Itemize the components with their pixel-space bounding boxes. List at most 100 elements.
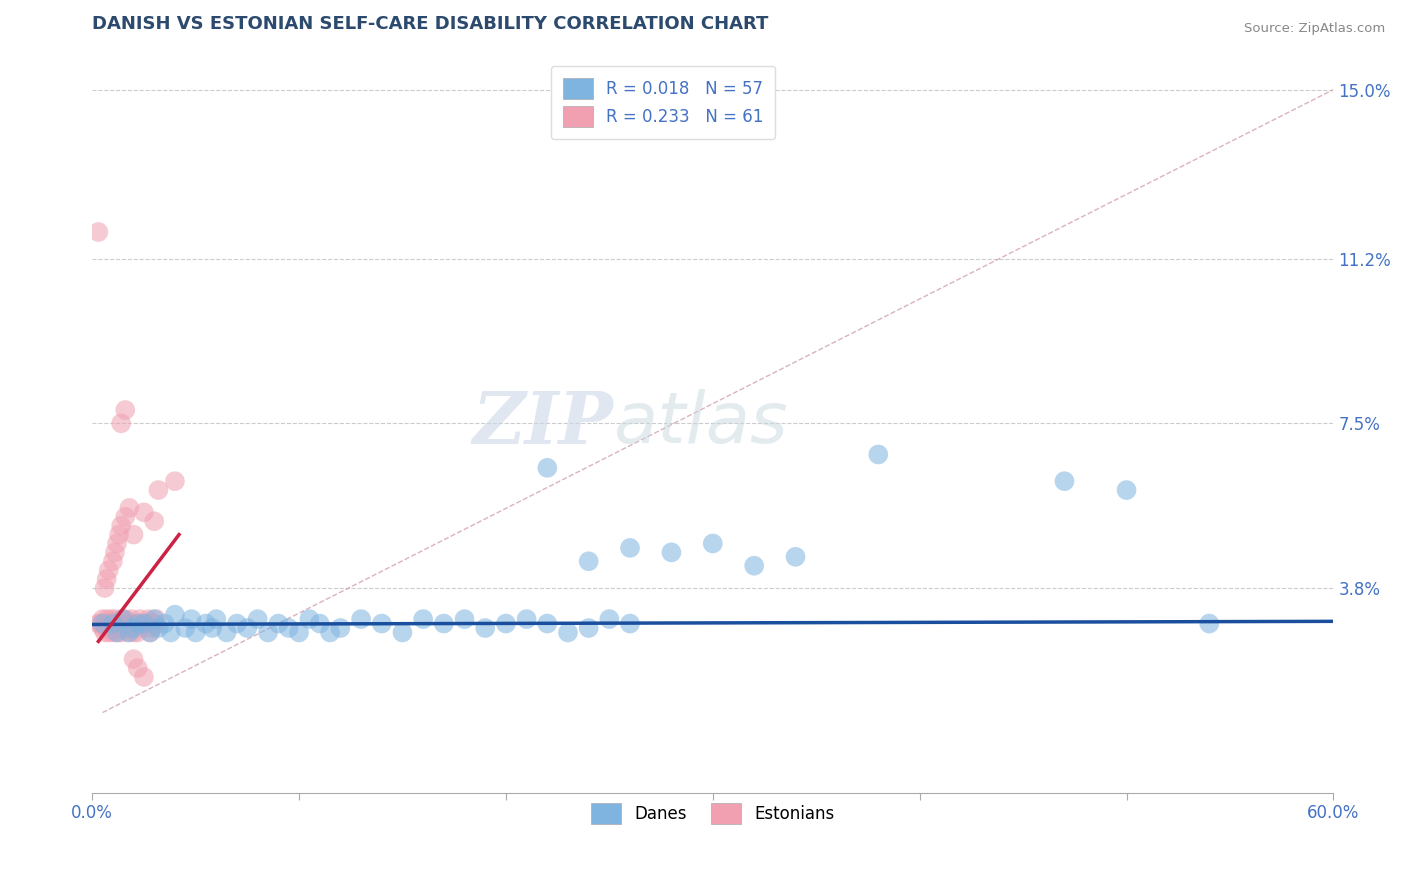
Point — [110, 417, 132, 431]
Point — [598, 612, 620, 626]
Point — [184, 625, 207, 640]
Point — [536, 616, 558, 631]
Point — [96, 612, 118, 626]
Point — [298, 612, 321, 626]
Point — [128, 612, 150, 626]
Point — [118, 500, 141, 515]
Point — [93, 625, 115, 640]
Point — [557, 625, 579, 640]
Point — [288, 625, 311, 640]
Point — [87, 225, 110, 239]
Point — [91, 616, 114, 631]
Point — [661, 545, 683, 559]
Point — [145, 612, 167, 626]
Text: Source: ZipAtlas.com: Source: ZipAtlas.com — [1244, 22, 1385, 36]
Point — [114, 403, 136, 417]
Point — [122, 625, 145, 640]
Text: ZIP: ZIP — [472, 388, 613, 458]
Point — [412, 612, 434, 626]
Point — [319, 625, 342, 640]
Point — [148, 483, 170, 497]
Point — [108, 527, 131, 541]
Point — [121, 621, 143, 635]
Point — [180, 612, 202, 626]
Point — [201, 621, 224, 635]
Point — [117, 625, 139, 640]
Point — [127, 661, 149, 675]
Point — [1198, 616, 1220, 631]
Point — [110, 625, 132, 640]
Point — [127, 625, 149, 640]
Point — [135, 616, 157, 631]
Point — [122, 652, 145, 666]
Point — [163, 607, 186, 622]
Point — [371, 616, 394, 631]
Point — [619, 541, 641, 555]
Point — [101, 625, 124, 640]
Legend: Danes, Estonians: Danes, Estonians — [579, 791, 846, 836]
Point — [742, 558, 765, 573]
Point — [143, 514, 166, 528]
Point — [105, 536, 128, 550]
Point — [131, 616, 153, 631]
Point — [97, 563, 120, 577]
Point — [122, 527, 145, 541]
Point — [104, 621, 127, 635]
Point — [226, 616, 249, 631]
Point — [108, 621, 131, 635]
Point — [619, 616, 641, 631]
Point — [257, 625, 280, 640]
Point — [97, 625, 120, 640]
Point — [100, 621, 122, 635]
Point — [1053, 474, 1076, 488]
Point — [329, 621, 352, 635]
Point — [267, 616, 290, 631]
Point — [205, 612, 228, 626]
Point — [143, 616, 166, 631]
Point — [536, 460, 558, 475]
Point — [132, 616, 155, 631]
Point — [104, 545, 127, 559]
Point — [136, 612, 159, 626]
Point — [105, 625, 128, 640]
Point — [148, 621, 170, 635]
Point — [101, 554, 124, 568]
Point — [118, 616, 141, 631]
Point — [153, 616, 176, 631]
Point — [433, 616, 456, 631]
Point — [105, 625, 128, 640]
Point — [159, 625, 181, 640]
Point — [97, 616, 120, 631]
Point — [122, 621, 145, 635]
Point — [132, 621, 155, 635]
Point — [132, 670, 155, 684]
Point — [110, 612, 132, 626]
Point — [114, 621, 136, 635]
Point — [236, 621, 259, 635]
Point — [124, 616, 146, 631]
Point — [246, 612, 269, 626]
Point — [118, 625, 141, 640]
Point — [93, 616, 115, 631]
Point — [96, 621, 118, 635]
Point — [215, 625, 238, 640]
Point — [578, 554, 600, 568]
Point — [453, 612, 475, 626]
Point — [1115, 483, 1137, 497]
Text: atlas: atlas — [613, 389, 789, 458]
Point — [495, 616, 517, 631]
Point — [308, 616, 330, 631]
Point — [474, 621, 496, 635]
Point — [89, 616, 111, 631]
Point — [91, 612, 114, 626]
Point — [91, 621, 114, 635]
Point — [101, 616, 124, 631]
Point — [96, 572, 118, 586]
Point — [578, 621, 600, 635]
Point — [391, 625, 413, 640]
Point — [101, 616, 124, 631]
Point — [143, 612, 166, 626]
Point — [127, 616, 149, 631]
Point — [702, 536, 724, 550]
Point — [112, 612, 135, 626]
